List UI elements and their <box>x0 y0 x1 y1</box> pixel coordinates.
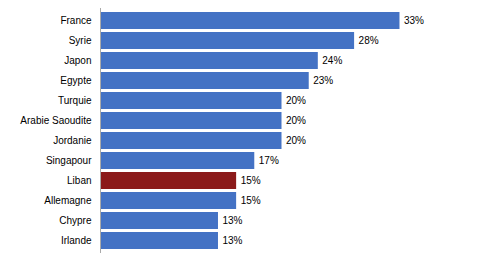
svg-text:23%: 23% <box>313 75 333 86</box>
svg-text:13%: 13% <box>222 235 242 246</box>
svg-text:Japon: Japon <box>64 55 91 66</box>
svg-text:33%: 33% <box>404 15 424 26</box>
svg-text:13%: 13% <box>222 215 242 226</box>
svg-text:28%: 28% <box>359 35 379 46</box>
svg-text:Arabie Saoudite: Arabie Saoudite <box>20 115 92 126</box>
svg-text:Liban: Liban <box>67 175 91 186</box>
svg-text:Syrie: Syrie <box>69 35 92 46</box>
svg-text:15%: 15% <box>241 175 261 186</box>
svg-text:Egypte: Egypte <box>60 75 92 86</box>
svg-text:20%: 20% <box>286 95 306 106</box>
svg-text:20%: 20% <box>286 135 306 146</box>
svg-text:Allemagne: Allemagne <box>44 195 92 206</box>
svg-text:17%: 17% <box>259 155 279 166</box>
svg-text:Chypre: Chypre <box>59 215 92 226</box>
svg-text:Jordanie: Jordanie <box>53 135 92 146</box>
svg-text:France: France <box>60 15 92 26</box>
svg-text:Irlande: Irlande <box>61 235 92 246</box>
svg-text:Singapour: Singapour <box>46 155 92 166</box>
svg-text:20%: 20% <box>286 115 306 126</box>
svg-text:15%: 15% <box>241 195 261 206</box>
svg-text:24%: 24% <box>322 55 342 66</box>
svg-text:Turquie: Turquie <box>58 95 92 106</box>
